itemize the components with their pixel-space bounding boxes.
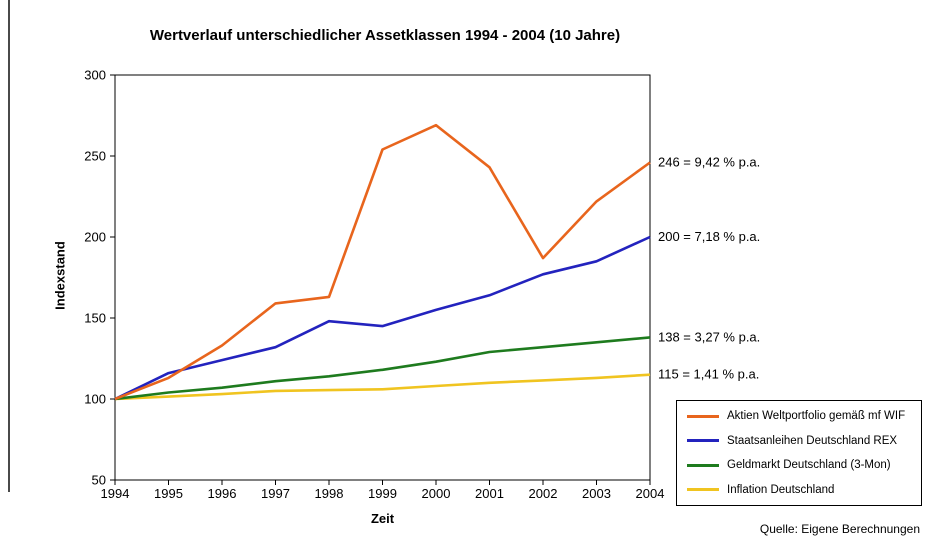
x-axis-label: Zeit [370, 511, 395, 526]
series-line-2 [114, 336, 651, 401]
legend-item-label: Aktien Weltportfolio gemäß mf WIF [727, 410, 906, 422]
y-tick-label: 150 [84, 311, 106, 326]
legend-item: Aktien Weltportfolio gemäß mf WIF [687, 410, 911, 422]
x-tick-label: 2000 [422, 486, 451, 501]
x-tick-label: 1996 [208, 486, 237, 501]
x-tick-label: 1997 [261, 486, 290, 501]
x-tick-label: 1995 [154, 486, 183, 501]
chart-title: Wertverlauf unterschiedlicher Assetklass… [149, 27, 621, 44]
chart-legend: Aktien Weltportfolio gemäß mf WIF Staats… [676, 400, 922, 506]
x-tick-label: 2003 [582, 486, 611, 501]
x-tick-label: 1994 [101, 486, 130, 501]
page-edge-line [8, 0, 10, 492]
x-tick-label: 1998 [315, 486, 344, 501]
legend-line-swatch [687, 439, 719, 443]
x-tick-label: 1999 [368, 486, 397, 501]
series-annotation-1: 200 = 7,18 % p.a. [658, 229, 760, 244]
legend-line-swatch [687, 414, 719, 418]
y-tick-label: 250 [84, 149, 106, 164]
source-note: Quelle: Eigene Berechnungen [759, 522, 920, 536]
legend-line-swatch [687, 463, 719, 467]
plot-area [114, 74, 651, 481]
legend-item-label: Staatsanleihen Deutschland REX [727, 434, 898, 447]
series-line-0 [114, 123, 651, 401]
y-tick-label: 100 [84, 392, 106, 407]
series-line-1 [114, 235, 651, 401]
y-tick-label: 50 [92, 473, 106, 488]
x-tick-label: 2001 [475, 486, 504, 501]
legend-item-label: Geldmarkt Deutschland (3-Mon) [727, 459, 891, 472]
series-annotation-2: 138 = 3,27 % p.a. [658, 329, 760, 344]
y-tick-label: 300 [84, 68, 106, 83]
legend-item: Staatsanleihen Deutschland REX [687, 435, 911, 447]
series-annotation-0: 246 = 9,42 % p.a. [658, 154, 760, 169]
y-tick-label: 200 [84, 230, 106, 245]
series-line-3 [114, 373, 651, 401]
x-tick-label: 2002 [529, 486, 558, 501]
legend-line-swatch [687, 488, 719, 492]
legend-item-label: Inflation Deutschland [727, 483, 835, 496]
series-annotation-3: 115 = 1,41 % p.a. [658, 367, 759, 382]
legend-item: Geldmarkt Deutschland (3-Mon) [687, 459, 911, 471]
legend-item: Inflation Deutschland [687, 484, 911, 496]
x-tick-label: 2004 [636, 486, 665, 501]
